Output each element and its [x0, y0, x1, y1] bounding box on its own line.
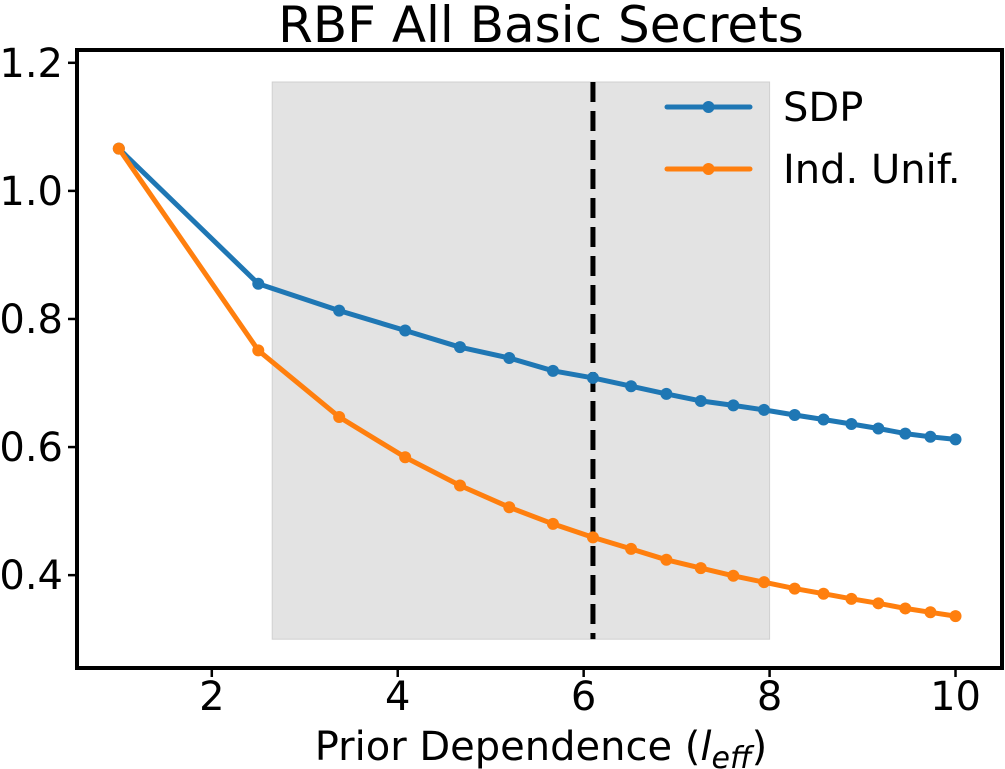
data-point-sdp	[817, 413, 830, 426]
data-point-sdp	[949, 433, 962, 446]
data-point-ind-unif	[660, 553, 673, 566]
data-point-ind-unif	[454, 479, 467, 492]
data-point-ind-unif	[817, 587, 830, 600]
axes-frame	[75, 48, 1004, 670]
data-point-sdp	[727, 399, 740, 412]
data-point-ind-unif	[586, 531, 599, 544]
data-point-sdp	[625, 380, 638, 393]
x-axis-label-prefix: Prior Dependence (	[315, 724, 701, 769]
x-tick-label: 10	[930, 674, 981, 720]
data-point-ind-unif	[333, 410, 346, 423]
data-point-ind-unif	[727, 569, 740, 582]
data-point-ind-unif	[625, 542, 638, 555]
data-point-sdp	[924, 430, 937, 443]
y-tick-label: 1.2	[0, 41, 63, 87]
x-axis-label-suffix: )	[752, 724, 768, 769]
data-point-sdp	[503, 352, 516, 365]
data-point-sdp	[660, 387, 673, 400]
data-point-ind-unif	[899, 602, 912, 615]
data-point-ind-unif	[949, 610, 962, 623]
data-point-ind-unif	[758, 576, 771, 589]
axes: 2 4 6 8 10 0.4 0.6 0.8 1.0 1.2	[0, 41, 1004, 720]
legend-label: Ind. Unif.	[783, 147, 961, 193]
legend: SDP Ind. Unif.	[664, 85, 961, 193]
data-point-ind-unif	[112, 142, 125, 155]
data-point-ind-unif	[872, 597, 885, 610]
data-point-ind-unif	[694, 562, 707, 575]
data-point-sdp	[586, 371, 599, 384]
y-tick-label: 1.0	[0, 169, 63, 215]
x-axis-label: Prior Dependence (leff)	[315, 724, 768, 769]
data-point-ind-unif	[503, 501, 516, 514]
legend-label: SDP	[783, 85, 863, 131]
data-point-sdp	[788, 409, 801, 422]
legend-marker	[702, 101, 715, 113]
y-tick-label: 0.8	[0, 297, 63, 343]
data-point-sdp	[899, 427, 912, 440]
data-point-sdp	[694, 394, 707, 407]
data-point-sdp	[454, 341, 467, 354]
data-point-ind-unif	[924, 606, 937, 619]
plot-area	[112, 81, 962, 640]
y-tick-label: 0.6	[0, 425, 63, 471]
data-point-sdp	[758, 403, 771, 416]
data-point-ind-unif	[399, 451, 412, 464]
data-point-sdp	[845, 418, 858, 431]
y-tick-label: 0.4	[0, 553, 63, 599]
x-axis-label-symbol: l	[700, 724, 711, 769]
data-point-sdp	[252, 277, 265, 290]
chart-title: RBF All Basic Secrets	[278, 0, 804, 54]
data-point-sdp	[546, 364, 559, 377]
legend-marker	[702, 163, 715, 175]
data-point-sdp	[399, 324, 412, 337]
x-tick-label: 6	[571, 674, 596, 720]
data-point-ind-unif	[546, 517, 559, 530]
data-point-sdp	[333, 304, 346, 317]
x-tick-label: 2	[199, 674, 224, 720]
data-point-sdp	[872, 422, 885, 435]
x-axis-label-subscript: eff	[712, 741, 755, 769]
data-point-ind-unif	[845, 592, 858, 605]
data-point-ind-unif	[788, 582, 801, 595]
x-tick-label: 8	[757, 674, 782, 720]
data-point-ind-unif	[252, 344, 265, 357]
x-tick-label: 4	[385, 674, 410, 720]
